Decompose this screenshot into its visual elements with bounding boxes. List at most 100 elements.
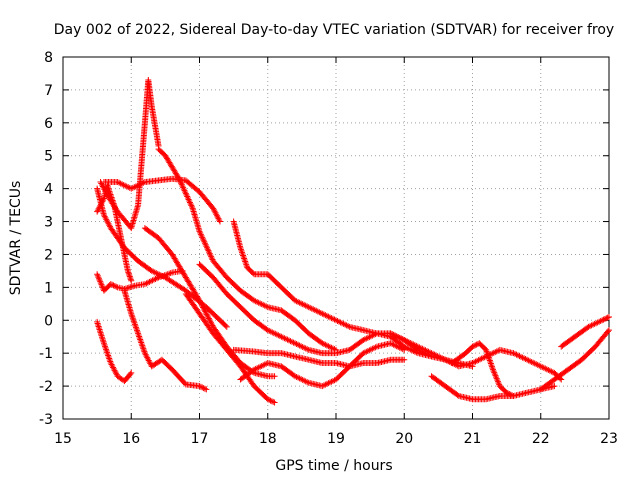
data-point: [97, 278, 104, 285]
data-point: [204, 246, 211, 253]
data-point: [488, 362, 495, 369]
chart-title: Day 002 of 2022, Sidereal Day-to-day VTE…: [54, 22, 614, 38]
data-point: [242, 258, 249, 265]
data-point: [131, 319, 138, 326]
data-point: [268, 398, 275, 405]
data-point: [184, 195, 191, 202]
series-arc-10: [155, 146, 339, 353]
data-point: [201, 307, 208, 314]
data-point: [604, 314, 611, 321]
data-point: [132, 322, 139, 329]
data-point: [240, 253, 247, 260]
data-point: [188, 203, 195, 210]
data-point: [196, 228, 203, 235]
data-point: [454, 392, 461, 399]
data-point: [237, 244, 244, 251]
data-point: [133, 325, 140, 332]
series-arc-9: [182, 290, 278, 406]
data-point: [493, 374, 500, 381]
data-point: [197, 383, 204, 390]
y-tick-label: 6: [44, 116, 53, 132]
data-point: [242, 260, 249, 267]
data-point: [130, 318, 137, 325]
data-point: [129, 315, 136, 322]
x-tick-label: 19: [327, 431, 345, 447]
y-tick-label: 3: [44, 215, 53, 231]
series-arc-5: [100, 175, 223, 225]
data-point: [603, 315, 610, 322]
series-arc-11: [230, 218, 435, 360]
data-point: [109, 281, 116, 288]
x-tick-label: 18: [259, 431, 277, 447]
data-point: [175, 174, 182, 181]
data-point: [206, 316, 213, 323]
data-point: [134, 328, 141, 335]
data-point: [138, 339, 145, 346]
y-tick-label: -3: [39, 412, 53, 428]
data-point: [182, 190, 189, 197]
data-point: [129, 313, 136, 320]
data-point: [186, 197, 193, 204]
data-point: [237, 246, 244, 253]
data-point: [199, 303, 206, 310]
data-point: [494, 377, 501, 384]
data-point: [487, 360, 494, 367]
data-point: [140, 345, 147, 352]
data-point: [469, 343, 476, 350]
data-point: [110, 282, 117, 289]
y-tick-label: 0: [44, 313, 53, 329]
data-point: [131, 321, 138, 328]
y-tick-label: 2: [44, 247, 53, 263]
data-point: [201, 238, 208, 245]
data-point: [222, 322, 229, 329]
x-tick-label: 17: [191, 431, 209, 447]
y-tick-label: -1: [39, 346, 53, 362]
data-point: [96, 277, 103, 284]
data-point: [599, 317, 606, 324]
data-point: [176, 177, 183, 184]
data-point: [487, 359, 494, 366]
data-point: [199, 235, 206, 242]
data-point: [223, 323, 230, 330]
x-axis-label: GPS time / hours: [275, 458, 392, 474]
data-point: [128, 312, 135, 319]
data-point: [196, 297, 203, 304]
data-point: [203, 311, 210, 318]
data-point: [113, 283, 120, 290]
data-point: [106, 355, 113, 362]
data-point: [186, 199, 193, 206]
y-tick-label: 1: [44, 280, 53, 296]
data-point: [196, 383, 203, 390]
data-point: [178, 180, 185, 187]
data-point: [489, 366, 496, 373]
data-point: [558, 376, 565, 383]
data-point: [510, 392, 517, 399]
x-tick-label: 21: [464, 431, 482, 447]
data-point: [249, 270, 256, 277]
data-point: [606, 327, 612, 334]
data-point: [200, 304, 207, 311]
data-point: [197, 231, 204, 238]
x-tick-label: 15: [54, 431, 72, 447]
data-point: [606, 313, 612, 320]
data-point: [493, 375, 500, 382]
y-tick-label: -2: [39, 379, 53, 395]
data-point: [208, 255, 215, 262]
x-tick-label: 16: [122, 431, 140, 447]
data-point: [216, 217, 223, 224]
series-arc-17: [449, 340, 517, 399]
data-point: [98, 281, 105, 288]
data-point: [551, 383, 558, 390]
series-arc-1: [94, 318, 135, 385]
data-point: [491, 371, 498, 378]
data-point: [128, 277, 135, 284]
series-arc-7: [121, 287, 210, 393]
data-point: [137, 336, 144, 343]
data-point: [95, 275, 102, 282]
data-point: [187, 200, 194, 207]
data-point: [100, 340, 107, 347]
data-point: [181, 380, 188, 387]
data-point: [138, 341, 145, 348]
data-point: [491, 369, 498, 376]
